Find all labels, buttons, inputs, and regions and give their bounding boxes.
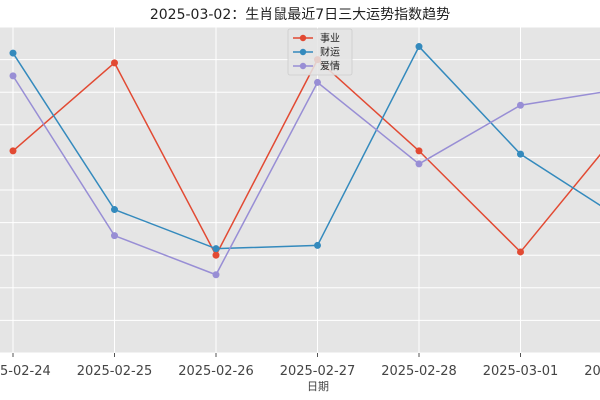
legend-label: 事业 <box>320 32 340 45</box>
x-tick-label: 2025-03-02 <box>584 364 600 379</box>
data-point <box>9 147 17 155</box>
data-point <box>9 72 17 80</box>
chart-title: 2025-03-02：生肖鼠最近7日三大运势指数趋势 <box>149 7 451 23</box>
legend-marker <box>299 34 307 42</box>
x-axis-ticks: 2025-02-24 2025-02-25 2025-02-26 2025-02-27… <box>0 353 600 379</box>
data-point <box>517 248 524 256</box>
legend-label: 财运 <box>320 46 340 59</box>
data-point <box>415 43 423 51</box>
series-layer <box>9 43 600 279</box>
x-tick-label: 2025-02-24 <box>0 364 51 379</box>
data-point <box>212 271 220 279</box>
x-tick-label: 2025-02-26 <box>178 364 254 379</box>
data-point <box>9 49 17 57</box>
data-point <box>314 78 321 86</box>
data-point <box>111 232 118 240</box>
data-point <box>212 251 220 259</box>
x-tick-label: 2025-02-25 <box>77 364 153 379</box>
x-tick-label: 2025-03-01 <box>483 364 559 379</box>
data-point <box>212 245 220 253</box>
x-tick-label: 2025-02-27 <box>280 364 356 379</box>
data-point <box>517 150 524 158</box>
data-point <box>314 241 321 249</box>
data-point <box>415 160 423 168</box>
legend-marker <box>299 62 307 70</box>
grid-lines <box>0 26 600 354</box>
x-axis-label: 日期 <box>307 380 329 393</box>
data-point <box>415 147 423 155</box>
series-3 <box>9 72 600 279</box>
data-point <box>517 101 524 109</box>
legend-label: 爱情 <box>320 60 340 73</box>
legend-marker <box>299 48 307 56</box>
data-point <box>111 59 118 67</box>
x-tick-label: 2025-02-28 <box>381 364 457 379</box>
series-2 <box>9 43 600 253</box>
data-point <box>111 206 118 214</box>
